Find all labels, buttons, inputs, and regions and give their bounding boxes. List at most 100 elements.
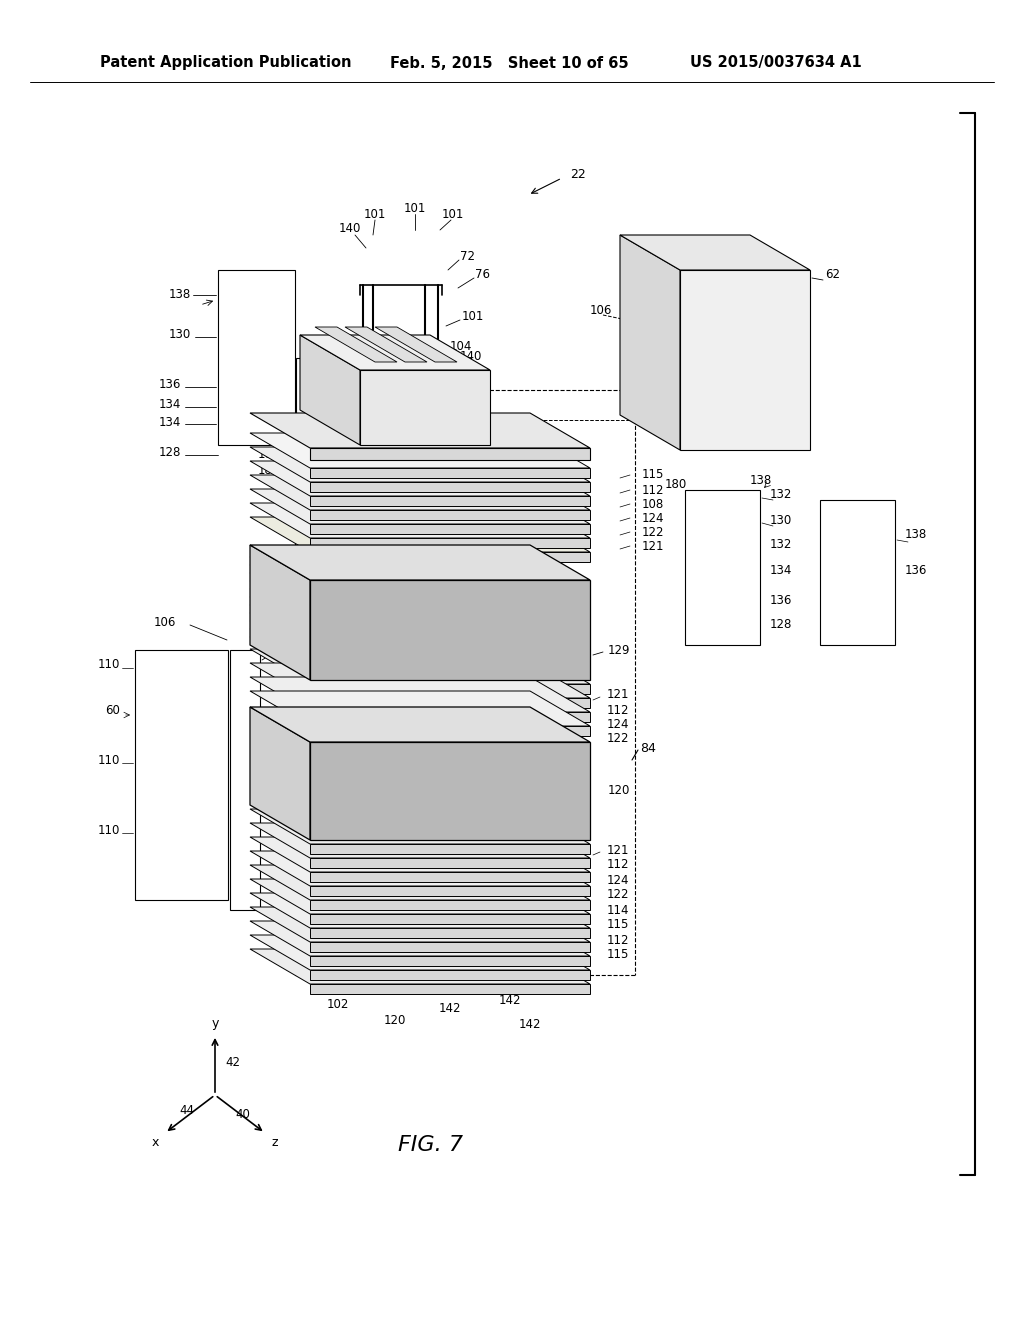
Text: 116: 116 [272, 843, 295, 857]
Polygon shape [250, 461, 590, 496]
Text: 138: 138 [905, 528, 928, 541]
Text: Patent Application Publication: Patent Application Publication [100, 55, 351, 70]
Text: 130: 130 [169, 329, 191, 342]
Text: 110: 110 [682, 279, 705, 292]
Text: 121: 121 [272, 857, 295, 870]
Text: US 2015/0037634 A1: US 2015/0037634 A1 [690, 55, 862, 70]
Text: 115: 115 [607, 919, 630, 932]
Text: 121: 121 [272, 711, 295, 725]
Polygon shape [250, 649, 590, 684]
Text: 22: 22 [570, 169, 586, 181]
Polygon shape [250, 503, 590, 539]
Text: 128: 128 [159, 446, 181, 459]
Text: 138: 138 [750, 474, 772, 487]
Polygon shape [310, 579, 590, 680]
Text: 104: 104 [347, 447, 369, 458]
Text: 129: 129 [608, 644, 631, 656]
Text: 101: 101 [403, 202, 426, 214]
Polygon shape [310, 742, 590, 840]
Text: z: z [271, 1137, 279, 1150]
Text: 118: 118 [272, 902, 295, 915]
Text: 124: 124 [607, 718, 630, 730]
Text: 110: 110 [97, 754, 120, 767]
Polygon shape [310, 928, 590, 939]
Text: 122: 122 [642, 525, 665, 539]
Text: 118: 118 [288, 573, 310, 586]
Text: 124: 124 [607, 874, 630, 887]
Polygon shape [620, 235, 680, 450]
Text: 104: 104 [450, 341, 472, 354]
Text: 134: 134 [770, 564, 793, 577]
Text: 142: 142 [272, 886, 295, 899]
Text: 72: 72 [430, 388, 445, 401]
Text: 60: 60 [105, 704, 120, 717]
Polygon shape [315, 327, 397, 362]
Text: 42: 42 [225, 1056, 241, 1069]
Polygon shape [310, 956, 590, 966]
Polygon shape [310, 482, 590, 492]
Polygon shape [300, 335, 360, 445]
Polygon shape [250, 677, 590, 711]
Text: 132: 132 [770, 488, 793, 502]
Text: 112: 112 [607, 858, 630, 871]
Polygon shape [250, 837, 590, 873]
Text: FIG. 7: FIG. 7 [397, 1135, 463, 1155]
Polygon shape [250, 488, 590, 524]
Polygon shape [135, 649, 228, 900]
Text: 120: 120 [384, 1014, 407, 1027]
Text: 44: 44 [179, 1104, 195, 1117]
Text: 116: 116 [288, 561, 310, 573]
Text: 121: 121 [607, 689, 630, 701]
Polygon shape [680, 271, 810, 450]
Text: 120: 120 [272, 725, 295, 738]
Polygon shape [250, 907, 590, 942]
Polygon shape [250, 809, 590, 843]
Polygon shape [300, 335, 490, 370]
Polygon shape [820, 500, 895, 645]
Polygon shape [310, 447, 590, 459]
Polygon shape [250, 865, 590, 900]
Polygon shape [250, 475, 590, 510]
Text: 136: 136 [905, 564, 928, 577]
Text: 108: 108 [642, 498, 665, 511]
Text: 142: 142 [272, 936, 295, 949]
Text: 101: 101 [462, 310, 484, 323]
Text: 110: 110 [97, 659, 120, 672]
Text: 138: 138 [169, 289, 191, 301]
Polygon shape [310, 843, 590, 854]
Text: 140: 140 [339, 222, 361, 235]
Text: 76: 76 [475, 268, 490, 281]
Text: 121: 121 [288, 545, 310, 558]
Polygon shape [310, 496, 590, 506]
Polygon shape [310, 873, 590, 882]
Text: 182: 182 [258, 463, 280, 477]
Text: 84: 84 [640, 742, 656, 755]
Text: 136: 136 [159, 379, 181, 392]
Text: 142: 142 [438, 1002, 461, 1015]
Polygon shape [310, 983, 590, 994]
Polygon shape [250, 879, 590, 913]
Polygon shape [250, 690, 590, 726]
Text: 100: 100 [258, 449, 280, 462]
Text: 112: 112 [607, 933, 630, 946]
Polygon shape [250, 545, 590, 579]
Text: 134: 134 [159, 416, 181, 429]
Text: y: y [211, 1016, 219, 1030]
Polygon shape [230, 649, 260, 909]
Polygon shape [250, 935, 590, 970]
Text: 106: 106 [154, 615, 176, 628]
Text: 116: 116 [272, 697, 295, 710]
Polygon shape [310, 539, 590, 548]
Text: Feb. 5, 2015   Sheet 10 of 65: Feb. 5, 2015 Sheet 10 of 65 [390, 55, 629, 70]
Text: 121: 121 [642, 540, 665, 553]
Text: 101: 101 [364, 209, 386, 222]
Text: 118: 118 [272, 684, 295, 697]
Polygon shape [250, 851, 590, 886]
Polygon shape [250, 447, 590, 482]
Polygon shape [250, 921, 590, 956]
Text: 101: 101 [441, 209, 464, 222]
Polygon shape [250, 708, 310, 840]
Polygon shape [310, 886, 590, 896]
Text: 130: 130 [770, 513, 793, 527]
Polygon shape [345, 327, 427, 362]
